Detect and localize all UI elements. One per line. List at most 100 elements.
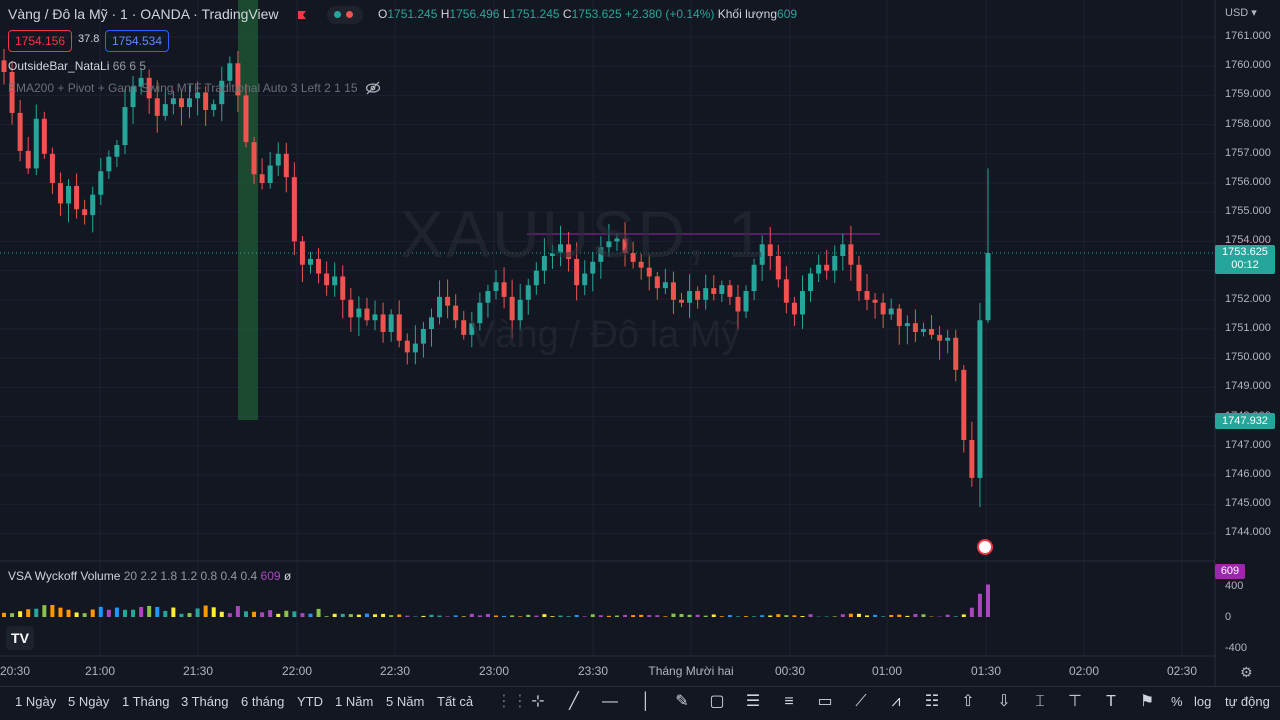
price-axis-label: 1759.000	[1225, 88, 1271, 101]
currency-selector[interactable]: USD ▾	[1225, 7, 1257, 19]
volume-bar	[66, 609, 71, 617]
candle-body	[582, 273, 588, 286]
candle-body	[606, 241, 612, 248]
chart-canvas[interactable]	[0, 0, 1280, 686]
horizontal-ray-icon[interactable]: ―	[602, 693, 618, 710]
price-axis-label: 1754.000	[1225, 234, 1271, 247]
hidden-eye-icon[interactable]	[365, 80, 381, 96]
range-button[interactable]: 1 Năm	[335, 694, 374, 709]
volume-bar	[203, 605, 208, 617]
callout-icon[interactable]: ▭	[817, 693, 833, 710]
volume-bar	[50, 605, 55, 617]
fib-retracement-icon[interactable]: ☰	[745, 693, 761, 710]
price-axis-label: 1744.000	[1225, 526, 1271, 539]
percent-scale-button[interactable]: %	[1171, 694, 1183, 709]
parallel-channel-icon[interactable]: ≡	[784, 693, 794, 710]
volume-bar	[397, 614, 402, 617]
candle-body	[832, 256, 838, 271]
drag-handle-icon[interactable]: ⋮⋮	[496, 693, 528, 710]
candle-body	[856, 264, 862, 292]
candle-body	[307, 258, 313, 265]
pattern-icon[interactable]: ⩘	[891, 693, 901, 710]
volume-bar	[332, 613, 337, 617]
volume-bar	[614, 615, 619, 617]
arrow-down-icon[interactable]: ⇩	[997, 693, 1011, 710]
candle-body	[662, 282, 668, 289]
volume-bar	[82, 613, 87, 617]
candle-body	[953, 337, 959, 370]
indicator-vsa-wyckoff[interactable]: VSA Wyckoff Volume 20 2.2 1.8 1.2 0.8 0.…	[8, 568, 291, 584]
vertical-line-icon[interactable]: │	[641, 693, 651, 710]
candle-body	[49, 153, 55, 183]
candle-body	[517, 299, 523, 321]
volume-bar	[655, 615, 660, 617]
candle-body	[420, 329, 426, 344]
vsa-name: VSA Wyckoff Volume	[8, 569, 121, 583]
volume-bar	[114, 607, 119, 617]
volume-bar	[550, 616, 555, 617]
range-button[interactable]: 3 Tháng	[181, 694, 229, 709]
indicator-ema-pivot[interactable]: EMA200 + Pivot + Gann Swing MTF Traditio…	[8, 81, 358, 95]
sell-button[interactable]: 1754.156	[8, 30, 72, 52]
candle-body	[808, 273, 814, 292]
high-value: 1756.496	[449, 7, 500, 21]
candle-body	[461, 320, 467, 335]
buy-button[interactable]: 1754.534	[105, 30, 169, 52]
candle-body	[235, 63, 241, 96]
candle-body	[816, 264, 822, 274]
volume-bar	[873, 614, 878, 617]
tradingview-logo[interactable]: TV	[6, 626, 34, 650]
flag-icon[interactable]	[297, 10, 307, 20]
volume-bar	[284, 610, 289, 617]
chart-title[interactable]: Vàng / Đô la Mỹ · 1 · OANDA · TradingVie…	[8, 6, 279, 22]
range-button[interactable]: 5 Ngày	[68, 694, 110, 709]
time-axis-label: Tháng Mười hai	[648, 664, 734, 678]
volume-bar	[744, 616, 749, 617]
anchored-note-icon[interactable]: ⊤	[1068, 693, 1082, 710]
auto-scale-button[interactable]: tự động	[1225, 694, 1270, 709]
brush-icon[interactable]: ✎	[675, 693, 689, 710]
trend-line-icon[interactable]: ╱	[569, 693, 579, 710]
range-button[interactable]: Tất cả	[437, 694, 474, 709]
measure-icon[interactable]: ⟋	[855, 693, 867, 710]
price-axis-label: 1758.000	[1225, 117, 1271, 130]
candle-body	[985, 253, 991, 321]
range-button[interactable]: 1 Ngày	[15, 694, 57, 709]
text-tool-icon[interactable]: T	[1106, 693, 1116, 710]
candle-body	[711, 288, 717, 294]
settings-gear-icon[interactable]: ⚙	[1240, 664, 1253, 680]
gann-fan-icon[interactable]: ☷	[924, 693, 940, 710]
range-button[interactable]: YTD	[297, 694, 323, 709]
close-value: 1753.625	[571, 7, 622, 21]
price-axis-label: 1749.000	[1225, 380, 1271, 393]
time-axis-label: 01:30	[970, 664, 1002, 678]
candle-body	[920, 329, 926, 332]
volume-bar	[897, 614, 902, 617]
volume-bar	[58, 607, 63, 617]
log-scale-button[interactable]: log	[1194, 694, 1212, 709]
candle-body	[66, 185, 72, 204]
range-button[interactable]: 5 Năm	[386, 694, 425, 709]
flag-marker-icon[interactable]: ⚑	[1139, 693, 1155, 710]
rectangle-icon[interactable]: ▢	[709, 693, 725, 710]
volume-bar	[340, 613, 345, 617]
volume-bar	[792, 615, 797, 617]
candle-body	[945, 337, 951, 341]
volume-bar	[381, 613, 386, 617]
price-axis-label: 1760.000	[1225, 59, 1271, 72]
arrow-up-icon[interactable]: ⇧	[961, 693, 975, 710]
time-axis-label: 21:30	[182, 664, 214, 678]
volume-bar	[808, 614, 813, 617]
price-range-icon[interactable]: ⌶	[1035, 693, 1045, 710]
candle-body	[1, 60, 7, 73]
market-status-pill[interactable]	[327, 6, 363, 24]
range-button[interactable]: 1 Tháng	[122, 694, 170, 709]
cursor-crosshair-icon[interactable]: ⊹	[531, 693, 545, 710]
range-button[interactable]: 6 tháng	[241, 694, 285, 709]
volume-bar	[421, 615, 426, 617]
candle-body	[98, 171, 104, 195]
volume-bar	[227, 613, 232, 617]
indicator-outside-bar[interactable]: OutsideBar_NataLi 66 6 5	[8, 58, 146, 74]
us-economic-event-icon[interactable]	[977, 539, 993, 555]
candle-body	[775, 256, 781, 280]
